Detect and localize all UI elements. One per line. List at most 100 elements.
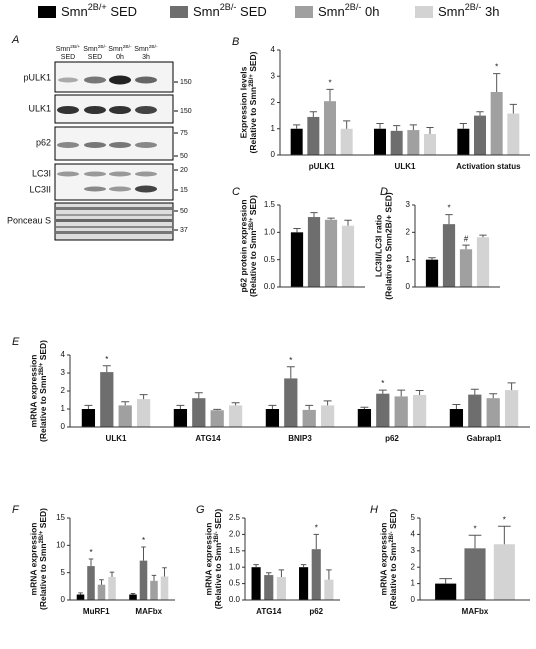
y-tick-label: 4 [411,530,416,539]
y-tick-label: 15 [56,513,65,522]
y-tick-label: 1.5 [229,546,241,555]
y-tick-label: 1.0 [229,562,241,571]
bar [173,409,188,427]
band [109,142,131,148]
bar [507,113,520,155]
blot-row-label: LC3II [29,184,51,194]
bar [265,409,280,427]
bar [459,249,473,287]
bar [251,567,261,600]
lane-label: SED [61,54,75,61]
bar [324,579,334,600]
band [84,171,106,177]
band [135,142,157,148]
error-bar [231,402,240,406]
axes [69,518,175,601]
mw-marker: 20 [180,167,188,174]
bar [464,548,486,600]
error-bar [493,73,501,92]
error-bar [326,569,332,580]
bar [435,583,457,600]
stain [56,219,172,222]
y-axis-label: (Relative to Smn2B/+ SED) [38,508,48,610]
text-part: (Relative to Smn [38,375,48,442]
error-bar [305,404,314,410]
mw-marker: 150 [180,108,192,115]
superscript: 2B/- [465,2,482,12]
bar [412,394,427,427]
text-part: Smn [61,4,88,19]
error-bar [268,404,277,409]
lane-label: Smn2B/- [83,44,107,53]
legend-swatch [415,6,433,18]
significance-label: * [142,536,145,545]
band [109,75,131,85]
error-bar [194,392,203,399]
error-bar [452,404,461,409]
error-bar [497,525,511,545]
y-axis-label: Expression levels [238,66,248,138]
bar [474,115,486,155]
text-part: Smn [56,46,71,53]
y-tick-label: 0.0 [264,282,276,291]
y-tick-label: 0.0 [229,595,241,604]
bar [320,405,335,427]
y-tick-label: 1 [61,404,66,413]
panel-letter: E [12,336,20,348]
superscript: 2B/+ [39,530,45,543]
band [57,142,79,148]
bar [228,405,243,427]
panel-letter: C [232,186,240,198]
text-part: Smn [438,4,465,19]
error-bar [426,126,434,134]
legend-swatch [170,6,188,18]
blot-row-label: Ponceau S [7,215,51,225]
bar [290,232,304,287]
bar [302,409,316,427]
legend-swatch [295,6,313,18]
y-tick-label: 4 [61,350,66,359]
y-tick-label: 2.0 [229,530,241,539]
error-bar [409,124,417,131]
bar [97,584,106,600]
bar [490,92,503,155]
axes [244,518,340,601]
error-bar [378,389,387,394]
superscript: 2B/+ [249,217,255,230]
text-part: Smn [318,4,345,19]
band [84,142,106,148]
error-bar [439,578,453,584]
significance-label: * [315,524,318,533]
x-tick-label: Gabrapl1 [467,434,502,443]
y-tick-label: 1 [406,255,411,264]
text-part: (Relative to Smn [388,543,398,610]
y-tick-label: 0.5 [229,579,241,588]
axes [69,355,530,428]
significance-label: * [381,379,384,388]
legend-swatch [38,6,56,18]
x-tick-label: MAFbx [462,607,489,616]
text-part: SED [236,4,266,19]
y-tick-label: 0 [61,422,66,431]
blot-row-label: LC3I [32,168,51,178]
panel-letter: H [370,504,378,516]
legend-label: Smn2B/- 3h [438,2,500,19]
bar [407,130,420,155]
band [84,186,106,192]
x-tick-label: p62 [309,607,323,616]
bar [81,409,96,427]
blot-row-label: p62 [36,137,51,147]
bar [160,576,169,600]
error-bar [278,569,285,578]
mw-marker: 75 [180,130,188,137]
superscript: 2B/- [98,44,107,50]
error-bar [509,103,517,114]
stain [56,231,172,234]
text-part: SED) [38,508,48,531]
x-tick-label: BNIP3 [288,434,312,443]
error-bar [428,257,436,260]
bar [493,544,515,600]
lane-label: Smn2B/- [108,44,132,53]
error-bar [109,571,115,578]
